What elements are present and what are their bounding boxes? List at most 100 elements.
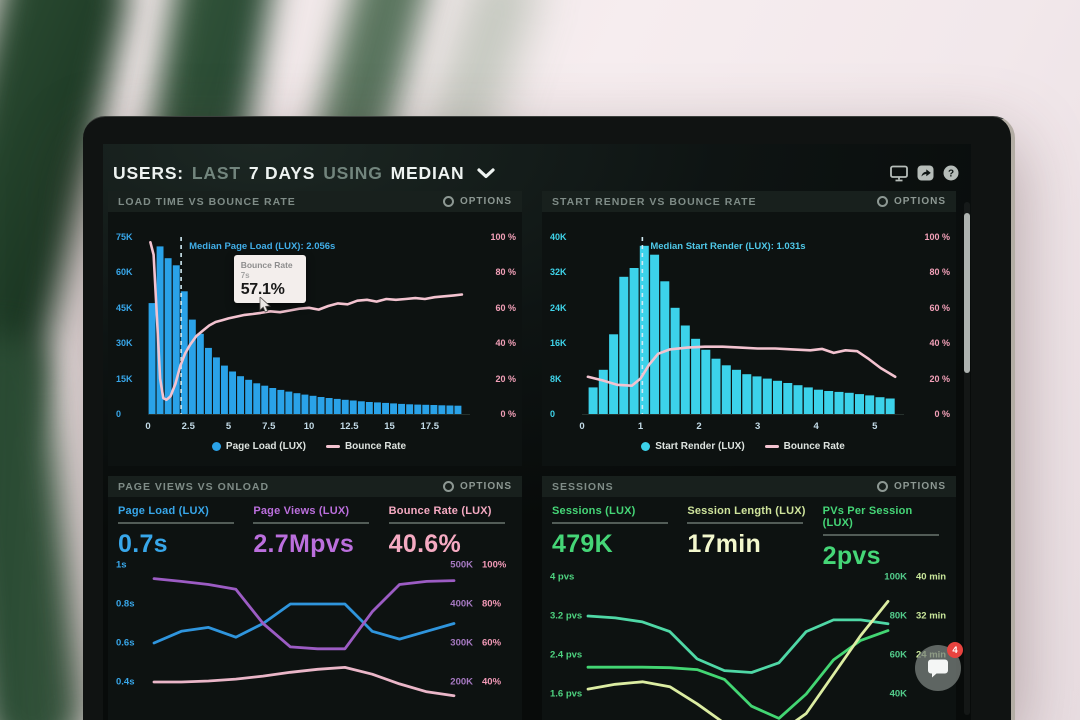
right-tick-secondary: 60%	[482, 637, 502, 648]
histogram-bar	[865, 395, 875, 414]
histogram-bar	[742, 374, 752, 414]
y-axis-tick-left: 0	[550, 409, 556, 419]
metric-value: 479K	[552, 529, 613, 558]
legend-item[interactable]: Bounce Rate	[325, 441, 406, 452]
x-axis-tick: 3	[754, 421, 761, 432]
metric-sessions: Sessions (LUX) 479K	[552, 505, 675, 571]
x-axis-tick: 10	[303, 421, 315, 432]
panel-title: SESSIONS	[552, 480, 614, 493]
title-users: USERS:	[113, 162, 184, 183]
right-tick-primary: 500K	[450, 559, 473, 570]
histogram-bar	[438, 405, 446, 414]
histogram-bar	[213, 357, 220, 414]
y-axis-tick-right: 40 %	[929, 338, 950, 349]
tooltip-subtitle: 7s	[240, 271, 250, 280]
histogram-bar	[844, 392, 854, 414]
tooltip-title: Bounce Rate	[240, 260, 293, 270]
histogram-bar	[333, 398, 341, 414]
legend-dot-marker	[211, 442, 221, 451]
scrollbar-thumb[interactable]	[964, 213, 970, 373]
histogram-bar	[357, 401, 365, 414]
metric-value: 17min	[687, 529, 762, 558]
x-axis-tick: 5	[872, 421, 878, 432]
histogram-bar	[793, 385, 803, 414]
series-line	[152, 602, 456, 644]
chart-legend: Page Load (LUX) Bounce Rate	[148, 441, 470, 452]
metric-label: Page Views (LUX)	[253, 505, 350, 517]
options-button[interactable]: OPTIONS	[876, 481, 946, 492]
bounce-rate-line	[586, 345, 897, 387]
histogram-bar	[609, 334, 619, 414]
bar-plot	[582, 237, 904, 415]
y-axis-tick-left: 45K	[116, 302, 133, 313]
histogram-bar	[406, 404, 414, 414]
y-axis-tick-left: 24K	[550, 302, 567, 313]
metric-bounce-rate: Bounce Rate (LUX) 40.6%	[388, 505, 512, 559]
histogram-bar	[773, 380, 782, 414]
share-icon[interactable]	[917, 165, 934, 181]
metric-divider	[552, 522, 668, 524]
right-tick-secondary: 40 min	[916, 571, 947, 582]
right-tick-secondary: 80%	[482, 598, 502, 609]
title-using: USING	[323, 162, 383, 183]
help-icon[interactable]: ?	[943, 165, 959, 181]
metric-label: Bounce Rate (LUX)	[388, 505, 492, 517]
x-axis-tick: 12.5	[340, 421, 359, 432]
histogram-bar	[374, 402, 381, 414]
y-axis-tick-right: 60 %	[495, 302, 516, 313]
histogram-bar	[670, 307, 680, 414]
chat-launcher-button[interactable]: 4	[915, 642, 963, 691]
chart-legend: Start Render (LUX) Bounce Rate	[582, 441, 904, 452]
y-axis-tick-left: 30K	[116, 338, 133, 349]
histogram-bar	[245, 379, 253, 414]
histogram-bar	[148, 303, 156, 414]
options-button[interactable]: OPTIONS	[876, 196, 946, 207]
gear-icon	[442, 196, 454, 207]
legend-item[interactable]: Bounce Rate	[764, 441, 845, 452]
options-button[interactable]: OPTIONS	[442, 481, 512, 492]
series-line	[152, 665, 456, 697]
chart-element	[259, 296, 271, 313]
y-axis-tick-left: 4 pvs	[550, 571, 575, 582]
histogram-bar	[285, 391, 293, 414]
series-line	[586, 628, 890, 720]
y-axis-tick-right: 100 %	[490, 232, 516, 242]
metric-divider	[687, 522, 804, 524]
right-tick-primary: 300K	[450, 637, 473, 648]
right-tick-secondary: 32 min	[916, 610, 947, 621]
y-axis-tick-left: 32K	[550, 267, 567, 278]
median-annotation: Median Page Load (LUX): 2.056s	[189, 241, 336, 252]
panel-load-time-vs-bounce-rate: LOAD TIME VS BOUNCE RATE OPTIONS Median …	[108, 191, 522, 466]
histogram-bar	[229, 371, 236, 414]
tooltip-value: 57.1%	[240, 281, 285, 298]
scrollbar-track	[964, 202, 970, 715]
metric-session-length: Session Length (LUX) 17min	[687, 505, 810, 571]
y-axis-tick-left: 0	[116, 409, 122, 419]
legend-item[interactable]: Start Render (LUX)	[641, 441, 745, 452]
chat-bubble-icon	[928, 659, 948, 678]
histogram-bar	[156, 246, 164, 414]
histogram-bar	[422, 404, 430, 414]
y-axis-tick-right: 80K 32 min	[879, 610, 950, 621]
histogram-bar	[398, 403, 405, 414]
histogram-bar	[629, 268, 639, 414]
options-button[interactable]: OPTIONS	[442, 196, 512, 207]
y-axis-tick-right: 500K 100%	[445, 559, 516, 570]
x-axis-tick: 0	[579, 421, 585, 432]
right-tick-primary: 80K	[889, 610, 907, 621]
y-axis-tick-right: 0 %	[500, 409, 516, 419]
y-axis-tick-right: 60 %	[929, 302, 950, 313]
histogram-bar	[414, 404, 422, 414]
metric-value: 0.7s	[118, 529, 168, 558]
legend-item[interactable]: Page Load (LUX)	[211, 441, 306, 452]
y-axis-tick-left: 16K	[550, 338, 567, 349]
histogram-bar	[639, 245, 649, 414]
median-annotation: Median Start Render (LUX): 1.031s	[650, 241, 806, 252]
histogram-bar	[188, 319, 196, 414]
tooltip: Bounce Rate 7s 57.1%	[233, 255, 306, 303]
chart-element	[259, 296, 271, 313]
metric-value: 2.7Mpvs	[253, 529, 355, 558]
display-icon[interactable]	[890, 165, 908, 182]
chevron-down-icon[interactable]	[476, 167, 495, 179]
